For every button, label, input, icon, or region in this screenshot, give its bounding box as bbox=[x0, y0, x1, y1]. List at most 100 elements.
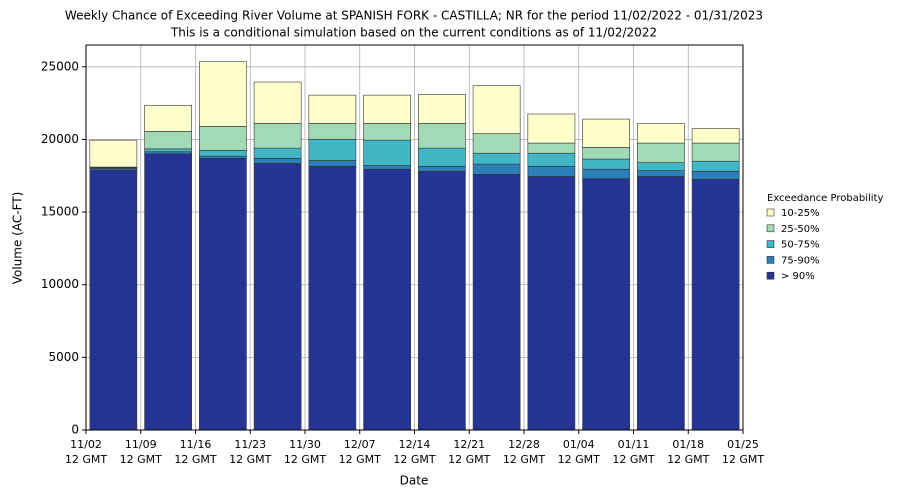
legend-swatch bbox=[766, 271, 775, 280]
bar-segment bbox=[582, 178, 630, 431]
x-tick-label: 12 GMT bbox=[503, 453, 546, 466]
y-tick-label: 25000 bbox=[41, 59, 79, 73]
bar-segment bbox=[199, 61, 247, 127]
bar-segment bbox=[89, 169, 138, 431]
x-tick-label: 12/21 bbox=[453, 438, 485, 451]
bar-segment bbox=[308, 166, 357, 431]
x-tick-label: 12 GMT bbox=[558, 453, 601, 466]
bar-segment bbox=[89, 139, 138, 168]
bar-segment bbox=[363, 165, 411, 170]
bar-segment bbox=[253, 158, 302, 164]
bar-segment bbox=[144, 104, 192, 132]
bar-segment bbox=[363, 168, 411, 431]
bar-segment bbox=[691, 171, 740, 180]
bar-segment bbox=[582, 158, 630, 170]
y-tick-label: 5000 bbox=[48, 350, 79, 364]
grid bbox=[85, 45, 744, 431]
bar-segment bbox=[308, 123, 357, 140]
bar-segment bbox=[637, 123, 685, 144]
x-tick-label: 11/16 bbox=[180, 438, 212, 451]
x-tick-label: 11/30 bbox=[289, 438, 321, 451]
legend-title: Exceedance Probability bbox=[767, 193, 883, 204]
bar-segment bbox=[199, 150, 247, 157]
x-tick-label: 01/18 bbox=[672, 438, 704, 451]
x-tick-label: 12/07 bbox=[344, 438, 376, 451]
bar-segment bbox=[253, 123, 302, 149]
bar-segment bbox=[691, 179, 740, 431]
bar-segment bbox=[527, 113, 576, 144]
bar-segment bbox=[199, 126, 247, 151]
x-tick-label: 12 GMT bbox=[722, 453, 765, 466]
x-tick-label: 01/04 bbox=[563, 438, 595, 451]
bar-segment bbox=[144, 148, 192, 153]
legend-swatch bbox=[766, 256, 775, 264]
x-tick-label: 12 GMT bbox=[284, 453, 327, 466]
x-tick-label: 11/02 bbox=[70, 438, 102, 451]
bar-segment bbox=[199, 158, 247, 431]
x-tick-label: 12 GMT bbox=[120, 453, 163, 466]
bar-segment bbox=[691, 160, 740, 172]
x-tick-label: 01/25 bbox=[727, 438, 759, 451]
bar-segment bbox=[418, 94, 466, 124]
x-tick-label: 12 GMT bbox=[612, 453, 655, 466]
bar-segment bbox=[253, 163, 302, 431]
chart-subtitle: This is a conditional simulation based o… bbox=[170, 26, 657, 40]
x-tick-label: 12 GMT bbox=[448, 453, 491, 466]
x-tick-label: 12 GMT bbox=[174, 453, 217, 466]
bar-segment bbox=[637, 176, 685, 431]
bar-segment bbox=[472, 85, 521, 134]
bar-segment bbox=[637, 162, 685, 171]
x-tick-label: 12 GMT bbox=[339, 453, 382, 466]
bar-segment bbox=[144, 153, 192, 431]
bar-segment bbox=[472, 152, 521, 165]
legend-label: 10-25% bbox=[781, 208, 820, 219]
bar-segment bbox=[527, 176, 576, 431]
x-tick-label: 12/28 bbox=[508, 438, 540, 451]
bar-segment bbox=[308, 139, 357, 161]
x-tick-label: 12 GMT bbox=[65, 453, 108, 466]
bar-segment bbox=[363, 139, 411, 166]
x-tick-label: 12 GMT bbox=[393, 453, 436, 466]
bar-segment bbox=[144, 131, 192, 150]
bar-segment bbox=[472, 174, 521, 431]
bar-segment bbox=[637, 142, 685, 163]
bar-segment bbox=[691, 128, 740, 144]
bar-segment bbox=[418, 147, 466, 167]
bar-segment bbox=[418, 123, 466, 149]
legend-label: 75-90% bbox=[781, 255, 820, 266]
bar-segment bbox=[363, 123, 411, 141]
x-tick-label: 11/09 bbox=[125, 438, 157, 451]
bar-segment bbox=[582, 168, 630, 179]
bar-segment bbox=[253, 81, 302, 124]
bar-segment bbox=[582, 118, 630, 148]
bar-segment bbox=[527, 166, 576, 177]
bar-segment bbox=[472, 133, 521, 154]
bar-segment bbox=[308, 94, 357, 124]
y-axis-label: Volume (AC-FT) bbox=[11, 192, 25, 285]
bar-segment bbox=[527, 152, 576, 167]
x-axis-label: Date bbox=[400, 474, 429, 488]
legend-label: > 90% bbox=[781, 271, 815, 282]
x-tick-label: 12 GMT bbox=[229, 453, 272, 466]
legend-label: 50-75% bbox=[781, 240, 820, 251]
bar-segment bbox=[691, 142, 740, 162]
x-tick-label: 12 GMT bbox=[667, 453, 710, 466]
bar-segment bbox=[418, 171, 466, 431]
bar-segment bbox=[472, 163, 521, 175]
bar-segment bbox=[582, 147, 630, 160]
x-tick-label: 11/23 bbox=[234, 438, 266, 451]
legend-swatch bbox=[766, 224, 775, 233]
y-tick-label: 10000 bbox=[41, 277, 79, 291]
bar-segment bbox=[637, 170, 685, 177]
legend-swatch bbox=[766, 208, 775, 217]
x-tick-label: 01/11 bbox=[618, 438, 650, 451]
chart-title: Weekly Chance of Exceeding River Volume … bbox=[65, 9, 763, 23]
bar-segment bbox=[527, 142, 576, 154]
y-tick-label: 0 bbox=[71, 423, 79, 437]
bar-segment bbox=[308, 160, 357, 167]
bar-segment bbox=[363, 94, 411, 124]
bar-segment bbox=[144, 151, 192, 155]
bar-segment bbox=[418, 166, 466, 172]
bar-segment bbox=[199, 155, 247, 159]
